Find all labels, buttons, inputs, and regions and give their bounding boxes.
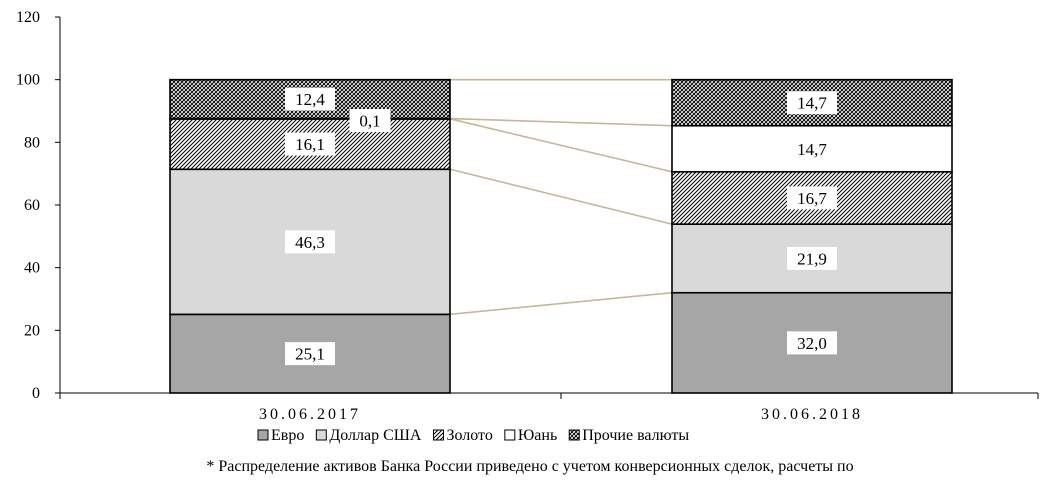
- data-label: 46,3: [295, 233, 325, 252]
- legend-swatch-2: [315, 429, 327, 441]
- stacked-bar-chart: 0 20 40 60 80 100 120 30.06.2017 30.06.2018 25,1…: [16, 9, 1039, 444]
- connector-line-1: [449, 291, 673, 316]
- legend-swatch-4: [504, 429, 516, 441]
- legend-swatch-3: [432, 429, 444, 441]
- y-tick-label: 120: [16, 9, 40, 26]
- data-label-box: [787, 91, 837, 115]
- data-label-box: [285, 87, 335, 111]
- connector-line-4: [449, 117, 673, 127]
- data-label: 14,7: [797, 94, 827, 113]
- connector-line-3: [449, 118, 673, 173]
- y-tick-label: 0: [32, 385, 40, 402]
- y-tick-label: 60: [24, 197, 40, 214]
- data-label-box: [285, 132, 335, 156]
- data-label-box: [349, 109, 391, 133]
- data-label: 16,1: [295, 135, 325, 154]
- legend-label-3: Золото: [446, 427, 492, 444]
- legend-label-2: Доллар США: [329, 427, 422, 444]
- x-tick-label: 30.06.2017: [259, 406, 361, 423]
- x-tick-label: 30.06.2018: [761, 406, 863, 423]
- data-label: 32,0: [797, 334, 827, 353]
- data-label-box: [285, 230, 335, 254]
- footnote: * Распределение активов Банка России при…: [206, 458, 854, 475]
- data-label: 16,7: [797, 189, 827, 208]
- legend-swatch-1: [257, 429, 269, 441]
- legend-label-1: Евро: [271, 427, 304, 444]
- y-tick-label: 80: [24, 134, 40, 151]
- axes: 0 20 40 60 80 100 120 30.06.2017 30.06.2018: [16, 9, 1039, 423]
- data-label-box: [285, 342, 335, 366]
- data-label-box: [787, 246, 837, 270]
- data-label: 0,1: [359, 112, 380, 131]
- data-label: 25,1: [295, 345, 325, 364]
- legend-label-4: Юань: [518, 427, 557, 444]
- data-label-box: [787, 137, 837, 161]
- connector-lines: [449, 78, 673, 316]
- legend-label-5: Прочие валюты: [582, 427, 689, 444]
- y-tick-label: 40: [24, 260, 40, 277]
- legend-swatch-5: [568, 429, 580, 441]
- legend: Евро Доллар США Золото Юань Прочие валюты: [257, 427, 689, 444]
- data-label-box: [787, 331, 837, 355]
- data-labels: 25,1 46,3 16,1 0,1 12,4 32,0 21,9 16,7 14,7 14,7: [285, 87, 837, 366]
- connector-line-2: [449, 168, 673, 225]
- y-tick-label: 100: [16, 72, 40, 89]
- y-tick-label: 20: [24, 322, 40, 339]
- data-label: 14,7: [797, 140, 827, 159]
- data-label: 12,4: [295, 90, 325, 109]
- data-label: 21,9: [797, 249, 827, 268]
- data-label-box: [787, 186, 837, 210]
